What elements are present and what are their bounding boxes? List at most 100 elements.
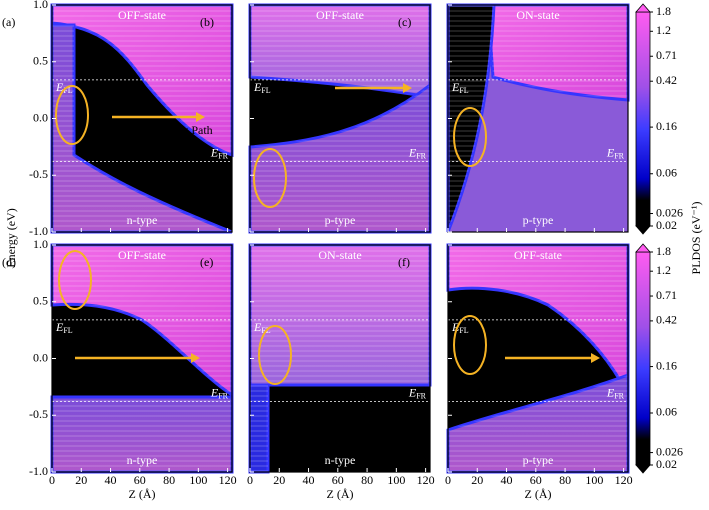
panel-label: (e) <box>200 255 213 269</box>
colorbar-tick-label: 0.02 <box>656 457 677 471</box>
panel-type: p-type <box>523 213 554 227</box>
colorbar-extend <box>635 464 651 474</box>
highlight-ellipse <box>453 315 487 375</box>
fermi-label: EFR <box>606 145 625 160</box>
y-tick-label: -0.5 <box>29 407 48 421</box>
heatmap-stripes <box>52 397 232 472</box>
y-tick-label: 0.0 <box>33 350 48 364</box>
panel-type: p-type <box>325 213 356 227</box>
x-tick-label: 0 <box>445 473 451 487</box>
colorbar-tick-label: 0.42 <box>656 313 677 327</box>
fermi-subscript: FR <box>218 151 228 160</box>
panel-label: (f) <box>398 255 410 269</box>
highlight-ellipse <box>55 85 89 145</box>
x-axis-label: Z (Å) <box>129 487 156 501</box>
panel: EFL EFR OFF-state p-type Long Tunneling Path <box>248 3 432 234</box>
highlight-ellipse <box>58 250 92 310</box>
fermi-subscript: FL <box>459 86 468 95</box>
heatmap-stripes <box>52 25 232 232</box>
panel-state: OFF-state <box>316 8 364 22</box>
fermi-label: EFR <box>210 145 229 160</box>
path-arrowhead <box>403 83 412 93</box>
x-tick-label: 120 <box>417 473 435 487</box>
fermi-symbol: E <box>55 80 64 94</box>
fermi-subscript: FL <box>63 86 72 95</box>
fermi-label: EFL <box>253 80 271 95</box>
colorbar-extend <box>635 3 651 13</box>
colorbar-tick-label: 1.2 <box>656 23 671 37</box>
fermi-symbol: E <box>408 385 417 399</box>
x-axis-label: Z (Å) <box>327 487 354 501</box>
colorbar-tick-label: 1.8 <box>656 4 671 18</box>
y-tick-label: 1.0 <box>33 0 48 11</box>
panel-state: OFF-state <box>514 248 562 262</box>
x-tick-label: 80 <box>559 473 571 487</box>
fermi-label: EFL <box>451 320 469 335</box>
x-tick-label: 40 <box>105 473 117 487</box>
panel-type: n-type <box>325 453 356 467</box>
colorbar-tick-label: 0.71 <box>656 48 677 62</box>
panel-label: (b) <box>200 15 214 29</box>
fermi-symbol: E <box>253 320 262 334</box>
fermi-subscript: FL <box>261 86 270 95</box>
colorbar-tick-label: 0.42 <box>656 73 677 87</box>
x-tick-label: 120 <box>219 473 237 487</box>
colorbar-tick-label: 0.026 <box>656 444 683 458</box>
colorbar-tick-label: 0.16 <box>656 119 677 133</box>
y-tick-label: 1.0 <box>33 237 48 251</box>
colorbar-tick-label: 1.2 <box>656 263 671 277</box>
y-tick-label: -1.0 <box>29 224 48 238</box>
x-tick-label: 0 <box>49 473 55 487</box>
heatmap-stripes <box>488 5 628 100</box>
annotation: Shortened Tunneling Path <box>88 123 213 137</box>
x-tick-label: 60 <box>530 473 542 487</box>
fermi-label: EFL <box>55 80 73 95</box>
fermi-subscript: FR <box>614 391 624 400</box>
fermi-label: EFL <box>55 320 73 335</box>
x-tick-label: 60 <box>332 473 344 487</box>
heatmap-stripes <box>250 5 430 97</box>
fermi-subscript: FR <box>614 151 624 160</box>
path-arrowhead <box>191 353 200 363</box>
panel-label: (d) <box>2 255 16 269</box>
colorbar-tick-label: 0.02 <box>656 218 677 232</box>
y-tick-label: -0.5 <box>29 167 48 181</box>
panel-label: (c) <box>398 15 411 29</box>
fermi-symbol: E <box>408 145 417 159</box>
colorbar-tick-label: 0.06 <box>656 166 677 180</box>
x-tick-label: 20 <box>75 473 87 487</box>
annotation: Long Tunneling Path <box>283 94 384 108</box>
colorbar-tick-label: 0.06 <box>656 405 677 419</box>
y-axis-label: Energy (eV) <box>4 208 18 267</box>
highlight-ellipse <box>253 148 287 208</box>
x-tick-label: 100 <box>189 473 207 487</box>
panel-type: n-type <box>127 213 158 227</box>
panel-state: OFF-state <box>118 248 166 262</box>
fermi-subscript: FR <box>416 151 426 160</box>
y-tick-label: 0.5 <box>33 54 48 68</box>
y-tick-label: 0.0 <box>33 110 48 124</box>
panel-state: ON-state <box>318 248 361 262</box>
heatmap-stripes <box>448 245 628 395</box>
x-tick-label: 100 <box>387 473 405 487</box>
fermi-symbol: E <box>210 145 219 159</box>
colorbar-label: PLDOS (eV⁻¹) <box>689 202 703 275</box>
fermi-label: EFR <box>210 385 229 400</box>
x-tick-label: 120 <box>615 473 633 487</box>
colorbar-tick-label: 1.8 <box>656 244 671 258</box>
x-tick-label: 100 <box>585 473 603 487</box>
fermi-subscript: FR <box>416 391 426 400</box>
fermi-label: EFL <box>451 80 469 95</box>
heatmap-stripes <box>250 85 430 232</box>
x-tick-label: 20 <box>273 473 285 487</box>
colorbar-tick-label: 0.71 <box>656 288 677 302</box>
x-axis-label: Z (Å) <box>525 487 552 501</box>
heatmap-stripes <box>448 375 628 472</box>
x-tick-label: 60 <box>134 473 146 487</box>
colorbar-tick-label: 0.16 <box>656 358 677 372</box>
colorbar <box>635 11 651 227</box>
